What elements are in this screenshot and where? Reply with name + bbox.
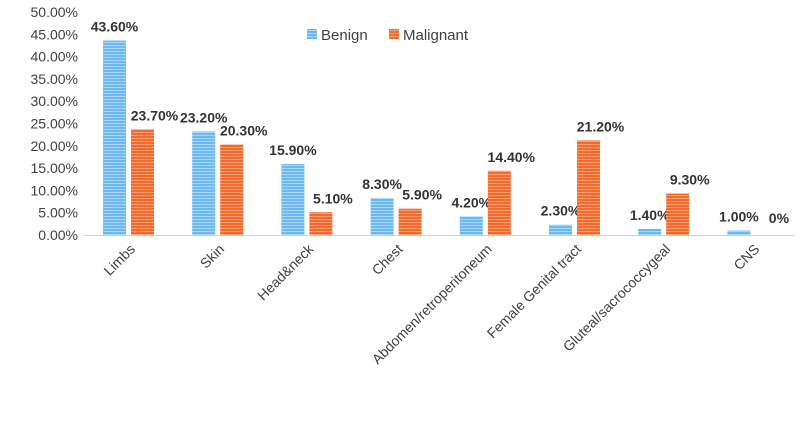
y-tick-label: 15.00%: [31, 160, 78, 176]
y-tick-label: 50.00%: [31, 4, 78, 20]
data-label-benign: 1.00%: [719, 209, 759, 225]
bar-malignant: [131, 129, 154, 235]
bar-malignant: [398, 208, 422, 235]
y-tick-label: 5.00%: [38, 205, 78, 221]
y-tick-label: 25.00%: [31, 116, 78, 132]
bar-benign: [549, 224, 572, 235]
y-tick-label: 45.00%: [31, 26, 78, 42]
category-label: Head&neck: [254, 240, 317, 303]
y-tick-label: 10.00%: [31, 182, 78, 198]
category-label: Limbs: [100, 241, 138, 279]
y-tick-label: 40.00%: [31, 49, 78, 65]
y-tick-label: 35.00%: [31, 71, 78, 87]
y-tick-label: 20.00%: [31, 138, 78, 154]
y-tick-label: 0.00%: [38, 227, 78, 243]
legend-label-malignant: Malignant: [403, 27, 469, 44]
y-axis: 0.00% 5.00% 10.00% 15.00% 20.00% 25.00% 30.00%…: [31, 4, 78, 243]
bar-malignant: [666, 193, 690, 235]
legend-swatch-benign: [307, 29, 317, 39]
data-label-malignant: 21.20%: [577, 118, 625, 134]
y-tick-label: 30.00%: [31, 93, 78, 109]
bar-benign: [459, 216, 483, 235]
category-label: CNS: [730, 241, 762, 273]
data-label-malignant: 0%: [769, 210, 790, 226]
category-label: Chest: [369, 241, 406, 278]
bar-benign: [638, 228, 662, 235]
data-label-malignant: 20.30%: [220, 122, 268, 138]
legend-label-benign: Benign: [321, 27, 368, 44]
data-label-benign: 15.90%: [269, 142, 317, 158]
category-label: Female Genital tract: [484, 241, 585, 342]
bars: 43.60% 23.70% 23.20%20.30%15.90% 5.10% 8.30%…: [91, 19, 790, 235]
bar-malignant: [220, 144, 244, 235]
data-label-benign: 1.40%: [630, 207, 670, 223]
category-label: Skin: [197, 241, 228, 272]
bar-malignant: [487, 170, 511, 235]
bar-malignant: [577, 140, 600, 235]
data-label-malignant: 5.10%: [313, 190, 353, 206]
legend-swatch-malignant: [389, 29, 399, 39]
bar-malignant: [309, 212, 333, 235]
data-label-benign: 2.30%: [541, 203, 581, 219]
data-label-malignant: 14.40%: [488, 149, 536, 165]
bar-benign: [103, 40, 126, 235]
data-label-malignant: 5.90%: [402, 187, 442, 203]
bar-benign: [727, 230, 751, 235]
data-label-benign: 4.20%: [451, 194, 491, 210]
data-label-benign: 23.20%: [180, 110, 228, 126]
bar-benign: [281, 164, 305, 235]
data-label-malignant: 23.70%: [131, 107, 179, 123]
data-label-malignant: 9.30%: [670, 172, 710, 188]
legend: Benign Malignant: [307, 27, 469, 44]
data-label-benign: 43.60%: [91, 19, 139, 35]
data-label-benign: 8.30%: [362, 176, 402, 192]
bar-benign: [370, 197, 394, 235]
bar-benign: [192, 131, 216, 235]
category-labels: Limbs Skin Head&neck ChestAbdomen/retroperi…: [100, 240, 762, 367]
